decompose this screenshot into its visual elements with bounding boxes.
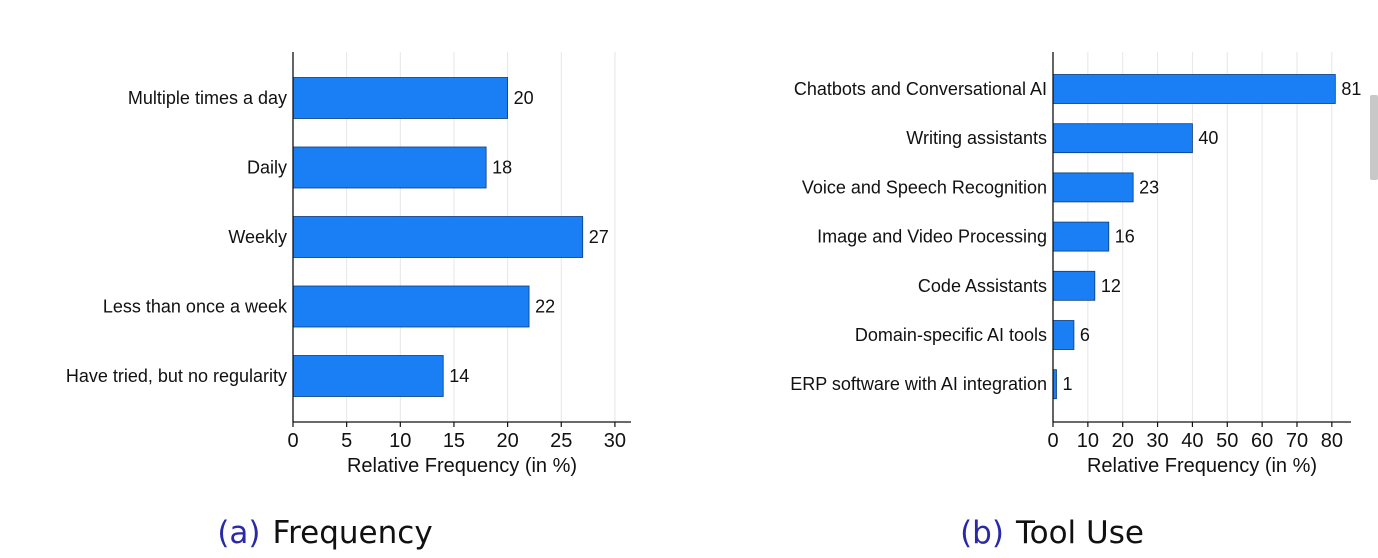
x-tick-label: 30 xyxy=(1146,430,1168,452)
bar xyxy=(292,355,444,397)
category-label: ERP software with AI integration xyxy=(790,374,1047,394)
category-label: Code Assistants xyxy=(918,276,1047,296)
category-label: Multiple times a day xyxy=(128,88,287,108)
x-tick-label: 10 xyxy=(389,430,411,452)
data-label: 27 xyxy=(589,227,609,247)
category-label: Daily xyxy=(247,158,287,178)
bar xyxy=(1052,123,1193,154)
data-label: 23 xyxy=(1139,177,1159,197)
data-label: 22 xyxy=(535,297,555,317)
data-label: 1 xyxy=(1062,374,1072,394)
data-label: 12 xyxy=(1101,276,1121,296)
bar xyxy=(292,146,487,189)
x-tick-label: 5 xyxy=(341,430,352,452)
scrollbar-thumb[interactable] xyxy=(1370,95,1378,180)
tool-use-chart: Chatbots and Conversational AI 81 Writing … xyxy=(790,52,1361,477)
bar xyxy=(1052,320,1075,350)
x-tick-label: 80 xyxy=(1321,430,1343,452)
x-tick-label: 25 xyxy=(550,430,572,452)
category-label: Voice and Speech Recognition xyxy=(802,177,1047,197)
data-label: 20 xyxy=(514,88,534,108)
caption-b: (b) Tool Use xyxy=(960,515,1144,551)
category-label: Weekly xyxy=(228,227,287,247)
x-axis-title: Relative Frequency (in %) xyxy=(347,455,577,477)
category-label: Image and Video Processing xyxy=(817,227,1047,247)
bar xyxy=(1052,74,1336,104)
frequency-chart: Multiple times a day 20 Daily 18 Weekly 27 Les… xyxy=(66,52,631,477)
bar xyxy=(1052,270,1096,301)
x-tick-label: 15 xyxy=(443,430,465,452)
bar xyxy=(1052,221,1110,252)
x-tick-label: 10 xyxy=(1077,430,1099,452)
data-label: 14 xyxy=(449,366,469,386)
category-label: Less than once a week xyxy=(103,297,288,317)
x-tick-label: 0 xyxy=(1047,430,1058,452)
caption-a: (a) Frequency xyxy=(217,515,432,551)
bar xyxy=(292,77,509,119)
x-tick-label: 20 xyxy=(1112,430,1134,452)
category-label: Have tried, but no regularity xyxy=(66,366,287,386)
caption-a-title: Frequency xyxy=(273,515,433,551)
caption-b-label: (b) xyxy=(960,515,1004,551)
data-label: 40 xyxy=(1198,128,1218,148)
bar xyxy=(1052,172,1134,203)
data-label: 6 xyxy=(1080,325,1090,345)
x-tick-label: 60 xyxy=(1251,430,1273,452)
x-tick-label: 30 xyxy=(604,430,626,452)
bar xyxy=(292,285,530,328)
x-tick-label: 70 xyxy=(1286,430,1308,452)
x-tick-label: 50 xyxy=(1216,430,1238,452)
category-label: Writing assistants xyxy=(906,128,1047,148)
x-tick-label: 20 xyxy=(496,430,518,452)
x-tick-label: 0 xyxy=(287,430,298,452)
data-label: 18 xyxy=(492,158,512,178)
x-axis-title: Relative Frequency (in %) xyxy=(1087,455,1317,477)
category-label: Chatbots and Conversational AI xyxy=(794,79,1047,99)
caption-b-title: Tool Use xyxy=(1015,515,1144,551)
data-label: 16 xyxy=(1115,227,1135,247)
data-label: 81 xyxy=(1341,79,1361,99)
bar xyxy=(292,216,584,258)
x-tick-label: 40 xyxy=(1181,430,1203,452)
category-label: Domain-specific AI tools xyxy=(855,325,1047,345)
caption-a-label: (a) xyxy=(217,515,260,551)
